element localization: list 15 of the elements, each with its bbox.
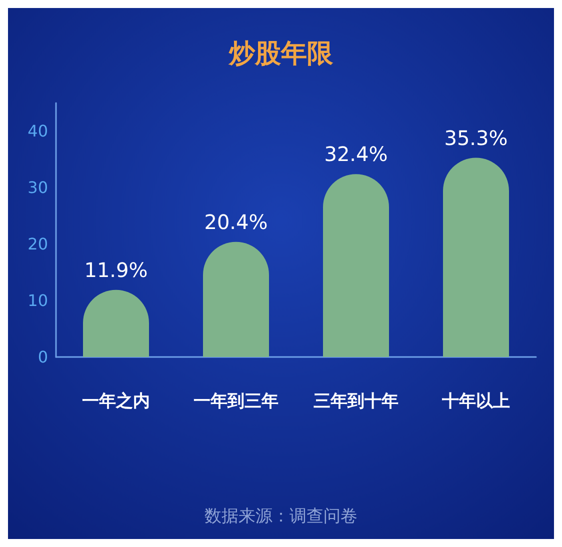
y-tick-label: 0 bbox=[38, 348, 48, 366]
data-label: 20.4% bbox=[204, 210, 268, 234]
data-label: 32.4% bbox=[324, 142, 388, 166]
y-tick-label: 40 bbox=[28, 122, 48, 141]
x-tick-label: 一年之内 bbox=[82, 392, 150, 412]
x-tick-label: 一年到三年 bbox=[194, 392, 278, 412]
y-tick-label: 20 bbox=[28, 234, 48, 254]
data-label: 11.9% bbox=[84, 258, 148, 282]
chart-title: 炒股年限 bbox=[228, 39, 334, 69]
y-tick-label: 30 bbox=[28, 178, 48, 198]
x-tick-label: 三年到十年 bbox=[314, 392, 398, 412]
y-tick-label: 10 bbox=[28, 291, 48, 310]
x-tick-label: 十年以上 bbox=[441, 392, 510, 412]
source-note: 数据来源：调查问卷 bbox=[204, 506, 358, 526]
data-label: 35.3% bbox=[444, 126, 508, 150]
